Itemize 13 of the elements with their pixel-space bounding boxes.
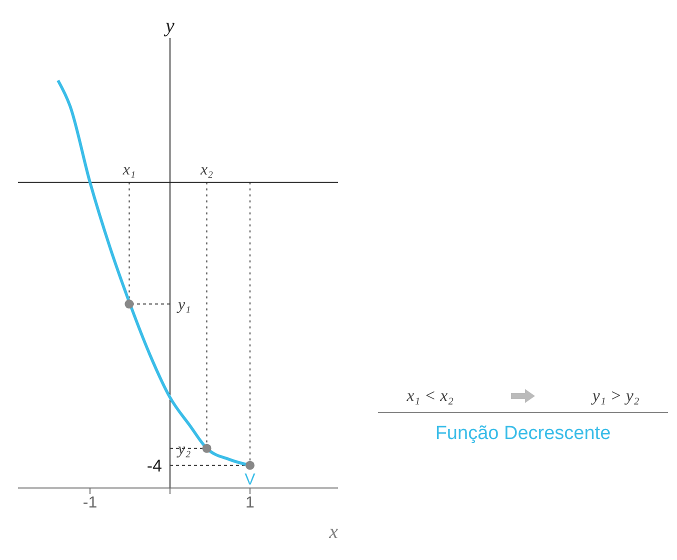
annotation: x₁ [122, 161, 136, 178]
x-axis-title: x [328, 521, 338, 543]
annotation: y₁ [176, 296, 191, 314]
annotation: -4 [146, 456, 162, 476]
annotation: V [244, 472, 256, 489]
x-tick-label: 1 [246, 494, 255, 512]
annotation: y₂ [176, 441, 192, 458]
text: y₁ > y₂ [592, 386, 640, 406]
text: x₁ < x₂ [406, 386, 454, 406]
y-axis-title: y [164, 15, 175, 37]
x-tick-label: -1 [82, 494, 98, 512]
text: Função Decrescente [434, 423, 612, 445]
annotation: x₂ [199, 161, 214, 178]
